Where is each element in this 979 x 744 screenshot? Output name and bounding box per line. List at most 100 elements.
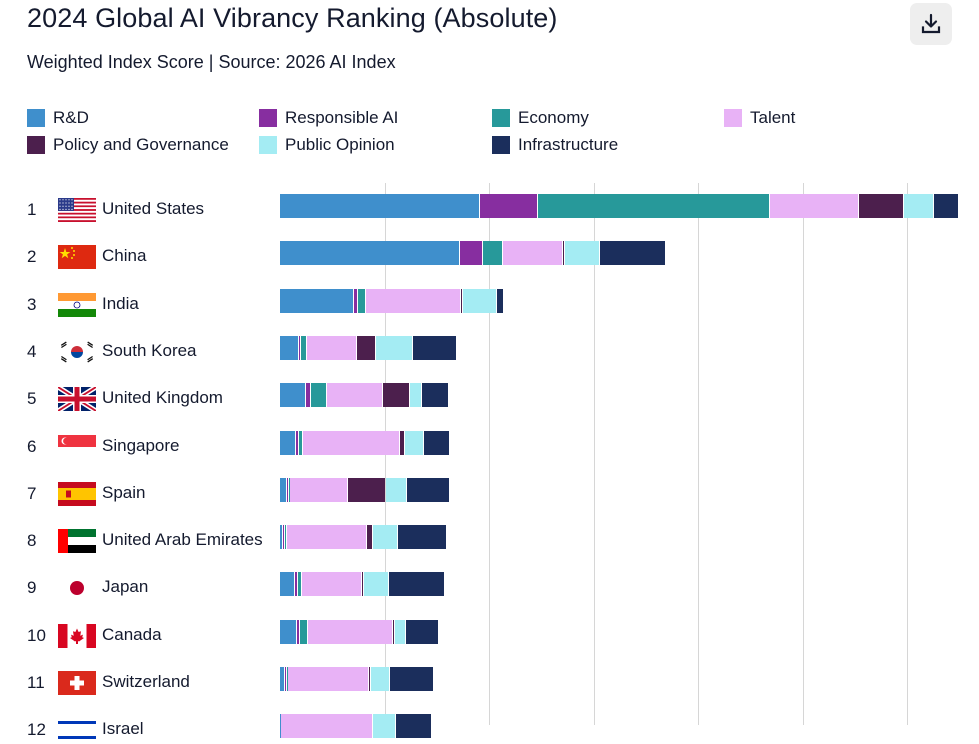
bar-segment-economy[interactable] — [299, 620, 308, 644]
legend-item-infrastructure[interactable]: Infrastructure — [492, 135, 618, 155]
bar-segment-r-d[interactable] — [280, 431, 295, 455]
bar-segment-r-d[interactable] — [280, 620, 296, 644]
bar-segment-infrastructure[interactable] — [388, 572, 445, 596]
legend-swatch — [492, 136, 510, 154]
bar-segment-public-opinion[interactable] — [903, 194, 934, 218]
bar-segment-talent[interactable] — [327, 383, 383, 407]
bar-segment-public-opinion[interactable] — [462, 289, 497, 313]
legend-item-talent[interactable]: Talent — [724, 108, 795, 128]
bar-segment-economy[interactable] — [285, 525, 287, 549]
bar-segment-policy-and-governance[interactable] — [357, 336, 376, 360]
bar-segment-responsible-ai[interactable] — [295, 431, 298, 455]
bar-segment-talent[interactable] — [290, 478, 347, 502]
bar-segment-economy[interactable] — [311, 383, 327, 407]
legend-item-responsible-ai[interactable]: Responsible AI — [259, 108, 398, 128]
bar-segment-policy-and-governance[interactable] — [347, 478, 385, 502]
legend-item-r-d[interactable]: R&D — [27, 108, 89, 128]
bar-segment-talent[interactable] — [308, 620, 392, 644]
bar-segment-policy-and-governance[interactable] — [366, 525, 372, 549]
bar-segment-public-opinion[interactable] — [370, 667, 389, 691]
bar-segment-responsible-ai[interactable] — [287, 478, 289, 502]
chart-row-israel: 12 Israel — [0, 714, 979, 744]
bar-segment-infrastructure[interactable] — [412, 336, 456, 360]
gridline — [907, 183, 908, 725]
bar-segment-public-opinion[interactable] — [565, 241, 599, 265]
bar-segment-economy[interactable] — [358, 289, 365, 313]
bar-segment-public-opinion[interactable] — [409, 383, 422, 407]
bar-segment-talent[interactable] — [301, 572, 361, 596]
bar-segment-r-d[interactable] — [280, 289, 354, 313]
bar-segment-infrastructure[interactable] — [422, 383, 449, 407]
bar-segment-r-d[interactable] — [280, 194, 479, 218]
bar-segment-talent[interactable] — [281, 714, 372, 738]
bar-segment-public-opinion[interactable] — [376, 336, 412, 360]
bar-segment-public-opinion[interactable] — [394, 620, 406, 644]
bar-segment-talent[interactable] — [502, 241, 563, 265]
bar-segment-public-opinion[interactable] — [373, 525, 398, 549]
bar-segment-policy-and-governance[interactable] — [400, 431, 405, 455]
country-label: South Korea — [102, 341, 197, 360]
bar-segment-public-opinion[interactable] — [385, 478, 407, 502]
bar-segment-economy[interactable] — [298, 431, 302, 455]
bar-segment-r-d[interactable] — [280, 525, 283, 549]
chart-title: 2024 Global AI Vibrancy Ranking (Absolut… — [27, 3, 558, 33]
bar-segment-policy-and-governance[interactable] — [563, 241, 565, 265]
bar-segment-public-opinion[interactable] — [363, 572, 388, 596]
bar-segment-talent[interactable] — [302, 431, 400, 455]
bar-segment-infrastructure[interactable] — [599, 241, 665, 265]
bar-segment-r-d[interactable] — [280, 336, 298, 360]
bar-segment-policy-and-governance[interactable] — [383, 383, 409, 407]
legend-item-economy[interactable]: Economy — [492, 108, 589, 128]
flag-icon-ae — [58, 529, 96, 553]
bar-segment-public-opinion[interactable] — [373, 714, 395, 738]
bar-segment-policy-and-governance[interactable] — [392, 620, 394, 644]
bar-segment-infrastructure[interactable] — [407, 478, 450, 502]
bar-segment-talent[interactable] — [287, 525, 366, 549]
rank-label: 3 — [27, 295, 37, 314]
bar-segment-infrastructure[interactable] — [395, 714, 431, 738]
bar-segment-r-d[interactable] — [280, 667, 285, 691]
bar-segment-infrastructure[interactable] — [424, 431, 450, 455]
legend-item-policy-and-governance[interactable]: Policy and Governance — [27, 135, 229, 155]
bar-segment-infrastructure[interactable] — [406, 620, 438, 644]
bar-segment-responsible-ai[interactable] — [296, 620, 299, 644]
bar-segment-talent[interactable] — [365, 289, 460, 313]
bar-segment-policy-and-governance[interactable] — [858, 194, 903, 218]
bar-segment-r-d[interactable] — [280, 478, 287, 502]
legend-label: Talent — [750, 108, 796, 127]
bar-segment-economy[interactable] — [297, 572, 301, 596]
bar-segment-infrastructure[interactable] — [497, 289, 503, 313]
bar-segment-responsible-ai[interactable] — [306, 383, 311, 407]
bar-segment-responsible-ai[interactable] — [285, 667, 287, 691]
bar-segment-talent[interactable] — [770, 194, 858, 218]
bar-segment-responsible-ai[interactable] — [294, 572, 297, 596]
bar-segment-talent[interactable] — [307, 336, 357, 360]
bar-segment-economy[interactable] — [482, 241, 502, 265]
bar-segment-talent[interactable] — [288, 667, 368, 691]
rank-label: 4 — [27, 342, 37, 361]
rank-label: 5 — [27, 389, 37, 408]
bar-segment-responsible-ai[interactable] — [298, 336, 300, 360]
bar-segment-economy[interactable] — [289, 478, 291, 502]
bar-segment-economy[interactable] — [300, 336, 307, 360]
bar-segment-policy-and-governance[interactable] — [460, 289, 462, 313]
bar-segment-economy[interactable] — [538, 194, 770, 218]
rank-label: 10 — [27, 626, 46, 645]
bar-segment-economy[interactable] — [287, 667, 289, 691]
bar-segment-responsible-ai[interactable] — [459, 241, 482, 265]
bar-segment-r-d[interactable] — [280, 383, 306, 407]
bar-segment-infrastructure[interactable] — [389, 667, 433, 691]
bar-segment-policy-and-governance[interactable] — [368, 667, 370, 691]
country-label: United Kingdom — [102, 388, 223, 407]
bar-segment-r-d[interactable] — [280, 572, 294, 596]
bar-segment-infrastructure[interactable] — [398, 525, 447, 549]
download-button[interactable] — [910, 3, 952, 45]
legend-item-public-opinion[interactable]: Public Opinion — [259, 135, 395, 155]
bar-segment-public-opinion[interactable] — [405, 431, 424, 455]
bar-segment-responsible-ai[interactable] — [479, 194, 538, 218]
bar-segment-responsible-ai[interactable] — [283, 525, 285, 549]
bar-segment-policy-and-governance[interactable] — [361, 572, 363, 596]
bar-segment-responsible-ai[interactable] — [354, 289, 358, 313]
bar-segment-r-d[interactable] — [280, 241, 459, 265]
bar-segment-infrastructure[interactable] — [934, 194, 959, 218]
